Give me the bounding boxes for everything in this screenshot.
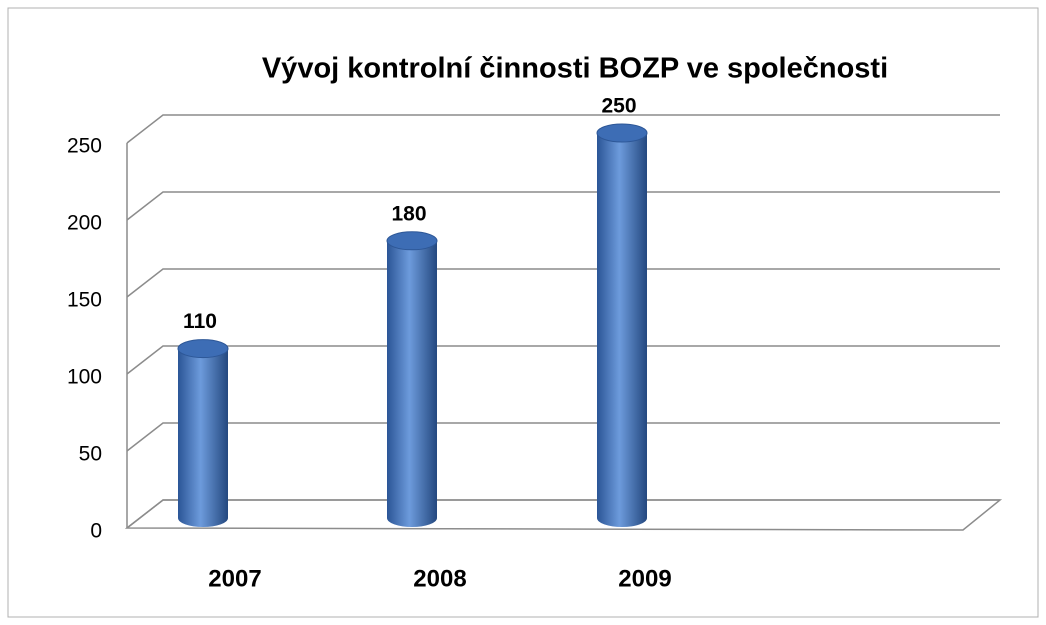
data-label: 250 — [601, 95, 636, 118]
frame — [7, 7, 1039, 618]
bar — [178, 348, 228, 527]
x-tick-label: 2008 — [413, 565, 466, 592]
y-tick-label: 100 — [67, 366, 102, 389]
y-tick-label: 0 — [90, 520, 102, 543]
y-tick-label: 150 — [67, 289, 102, 312]
bar-top — [177, 339, 229, 359]
y-tick-label: 250 — [67, 135, 102, 158]
grid-line — [126, 345, 1000, 375]
x-tick-label: 2009 — [618, 565, 671, 592]
y-tick-label: 200 — [67, 212, 102, 235]
grid-line — [126, 268, 1000, 298]
chart-title: Vývoj kontrolní činnosti BOZP ve společn… — [262, 53, 888, 85]
grid-line — [126, 114, 1000, 144]
y-tick-label: 50 — [79, 443, 102, 466]
bar-top — [386, 231, 438, 251]
data-label: 180 — [391, 202, 426, 225]
bar — [597, 133, 647, 527]
grid-line — [126, 191, 1000, 221]
x-tick-label: 2007 — [208, 565, 261, 592]
bar — [387, 240, 437, 528]
grid-line — [126, 422, 1000, 452]
bar-top — [596, 123, 648, 143]
data-label: 110 — [183, 310, 217, 333]
grid-line — [126, 499, 1000, 529]
